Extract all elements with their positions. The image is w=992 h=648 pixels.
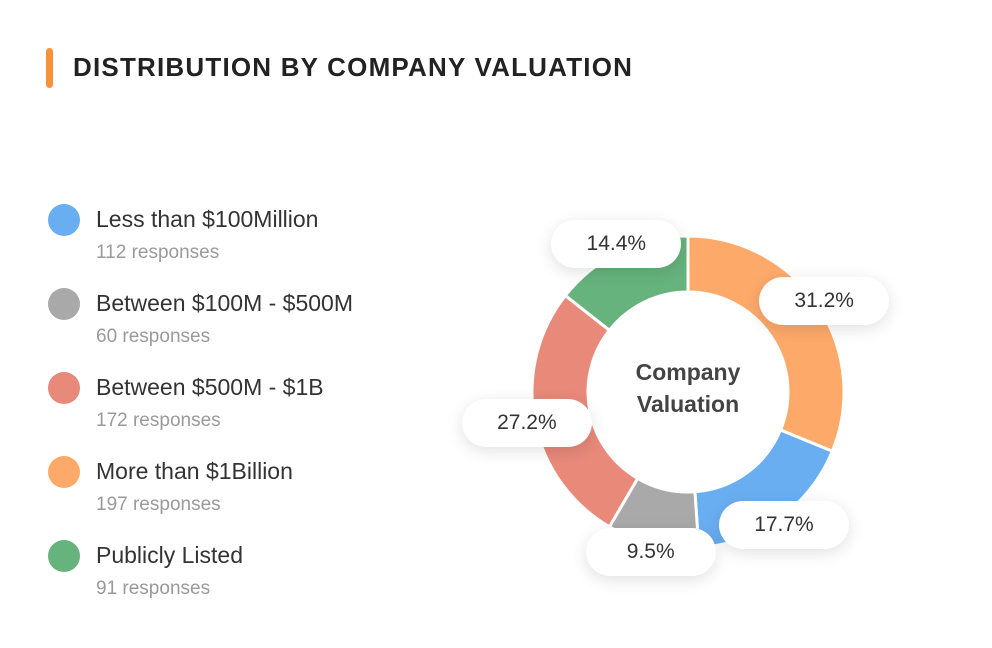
legend-item-500m-1b: Between $500M - $1B 172 responses xyxy=(46,368,446,452)
legend-label: More than $1Billion xyxy=(96,458,293,484)
slice-percent-label: 31.2% xyxy=(759,276,890,325)
slice-percent-label: 27.2% xyxy=(461,398,592,447)
legend-swatch xyxy=(48,456,80,488)
legend-swatch xyxy=(48,372,80,404)
slice-percent-label: 9.5% xyxy=(585,527,716,576)
legend-swatch xyxy=(48,288,80,320)
legend-item-publicly-listed: Publicly Listed 91 responses xyxy=(46,536,446,620)
legend-label: Between $100M - $500M xyxy=(96,290,353,316)
page-title: DISTRIBUTION BY COMPANY VALUATION xyxy=(73,52,634,82)
title-accent-bar xyxy=(46,48,53,88)
legend-swatch xyxy=(48,540,80,572)
legend-count: 197 responses xyxy=(96,494,221,515)
legend-count: 172 responses xyxy=(96,410,221,431)
legend-item-more-than-1b: More than $1Billion 197 responses xyxy=(46,452,446,536)
legend-swatch xyxy=(48,204,80,236)
legend-item-less-than-100m: Less than $100Million 112 responses xyxy=(46,200,446,284)
legend-item-100m-500m: Between $100M - $500M 60 responses xyxy=(46,284,446,368)
legend-label: Publicly Listed xyxy=(96,542,244,568)
legend-count: 60 responses xyxy=(96,326,211,347)
donut-center-label: Company Valuation xyxy=(635,359,741,417)
slice-percent-label: 14.4% xyxy=(551,220,682,269)
legend: Less than $100Million 112 responses Betw… xyxy=(46,200,446,620)
legend-label: Less than $100Million xyxy=(96,206,319,232)
legend-count: 91 responses xyxy=(96,578,211,599)
slice-percent-label: 17.7% xyxy=(718,500,849,549)
legend-label: Between $500M - $1B xyxy=(96,374,324,400)
legend-count: 112 responses xyxy=(96,242,220,263)
